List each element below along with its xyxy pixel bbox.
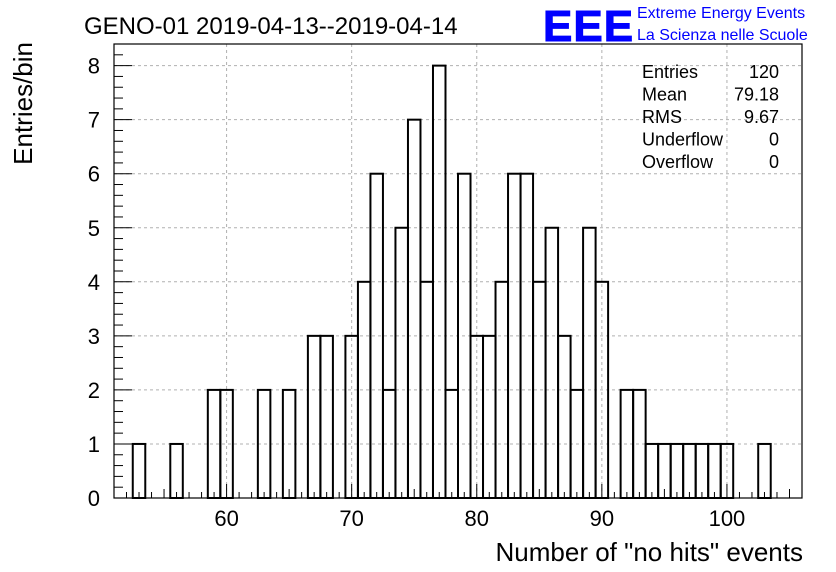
stats-value: 0 xyxy=(769,130,779,150)
stats-label: RMS xyxy=(642,107,682,127)
stats-value: 0 xyxy=(769,152,779,172)
histogram-bar xyxy=(394,226,409,499)
axis-ticks: 60 70 80 90 100 0 1 2 3 4 5 6 7 8 xyxy=(88,43,803,531)
y-tick-label: 0 xyxy=(88,486,100,511)
stats-label: Overflow xyxy=(642,152,714,172)
eee-logo-line1: Extreme Energy Events xyxy=(637,5,805,22)
eee-logo-line2: La Scienza nelle Scuole xyxy=(637,27,808,44)
x-tick-label: 80 xyxy=(465,506,489,531)
histogram-bar xyxy=(482,334,497,499)
stats-value: 9.67 xyxy=(744,107,779,127)
y-tick-label: 6 xyxy=(88,162,100,187)
histogram-bar xyxy=(582,226,597,499)
stats-label: Mean xyxy=(642,85,687,105)
x-tick-label: 90 xyxy=(590,506,614,531)
stats-value: 79.18 xyxy=(734,85,779,105)
x-tick-label: 70 xyxy=(339,506,363,531)
stats-value: 120 xyxy=(749,62,779,82)
histogram-bar xyxy=(306,334,322,499)
stats-label: Underflow xyxy=(642,130,724,150)
y-tick-label: 5 xyxy=(88,216,100,241)
histogram-bar xyxy=(757,442,772,500)
x-tick-label: 100 xyxy=(709,506,746,531)
chart-title: GENO-01 2019-04-13--2019-04-14 xyxy=(84,13,458,40)
histogram-bar xyxy=(669,442,685,500)
eee-logo: EEE Extreme Energy Events La Scienza nel… xyxy=(543,2,808,52)
y-tick-label: 4 xyxy=(88,270,100,295)
x-tick-label: 60 xyxy=(214,506,238,531)
y-tick-label: 1 xyxy=(88,432,100,457)
y-axis-title: Entries/bin xyxy=(8,42,38,165)
y-tick-label: 8 xyxy=(88,54,100,79)
stats-box: Entries 120 Mean 79.18 RMS 9.67 Underflow 0 Over… xyxy=(642,62,779,172)
x-axis-title: Number of "no hits" events xyxy=(496,537,804,567)
histogram-bar xyxy=(682,442,697,500)
eee-logo-letters: EEE xyxy=(543,2,634,51)
stats-label: Entries xyxy=(642,62,698,82)
histogram-bar xyxy=(694,442,710,500)
histogram-bar xyxy=(319,334,334,499)
histogram-bar xyxy=(544,226,560,499)
histogram-bar xyxy=(557,334,572,499)
y-tick-label: 3 xyxy=(88,324,100,349)
histogram-bar xyxy=(406,118,422,500)
histogram-bar xyxy=(707,442,722,500)
histogram-bar xyxy=(169,442,184,500)
y-tick-label: 7 xyxy=(88,108,100,133)
histogram-bar xyxy=(644,442,660,500)
y-tick-label: 2 xyxy=(88,378,100,403)
histogram-bar xyxy=(131,442,147,500)
